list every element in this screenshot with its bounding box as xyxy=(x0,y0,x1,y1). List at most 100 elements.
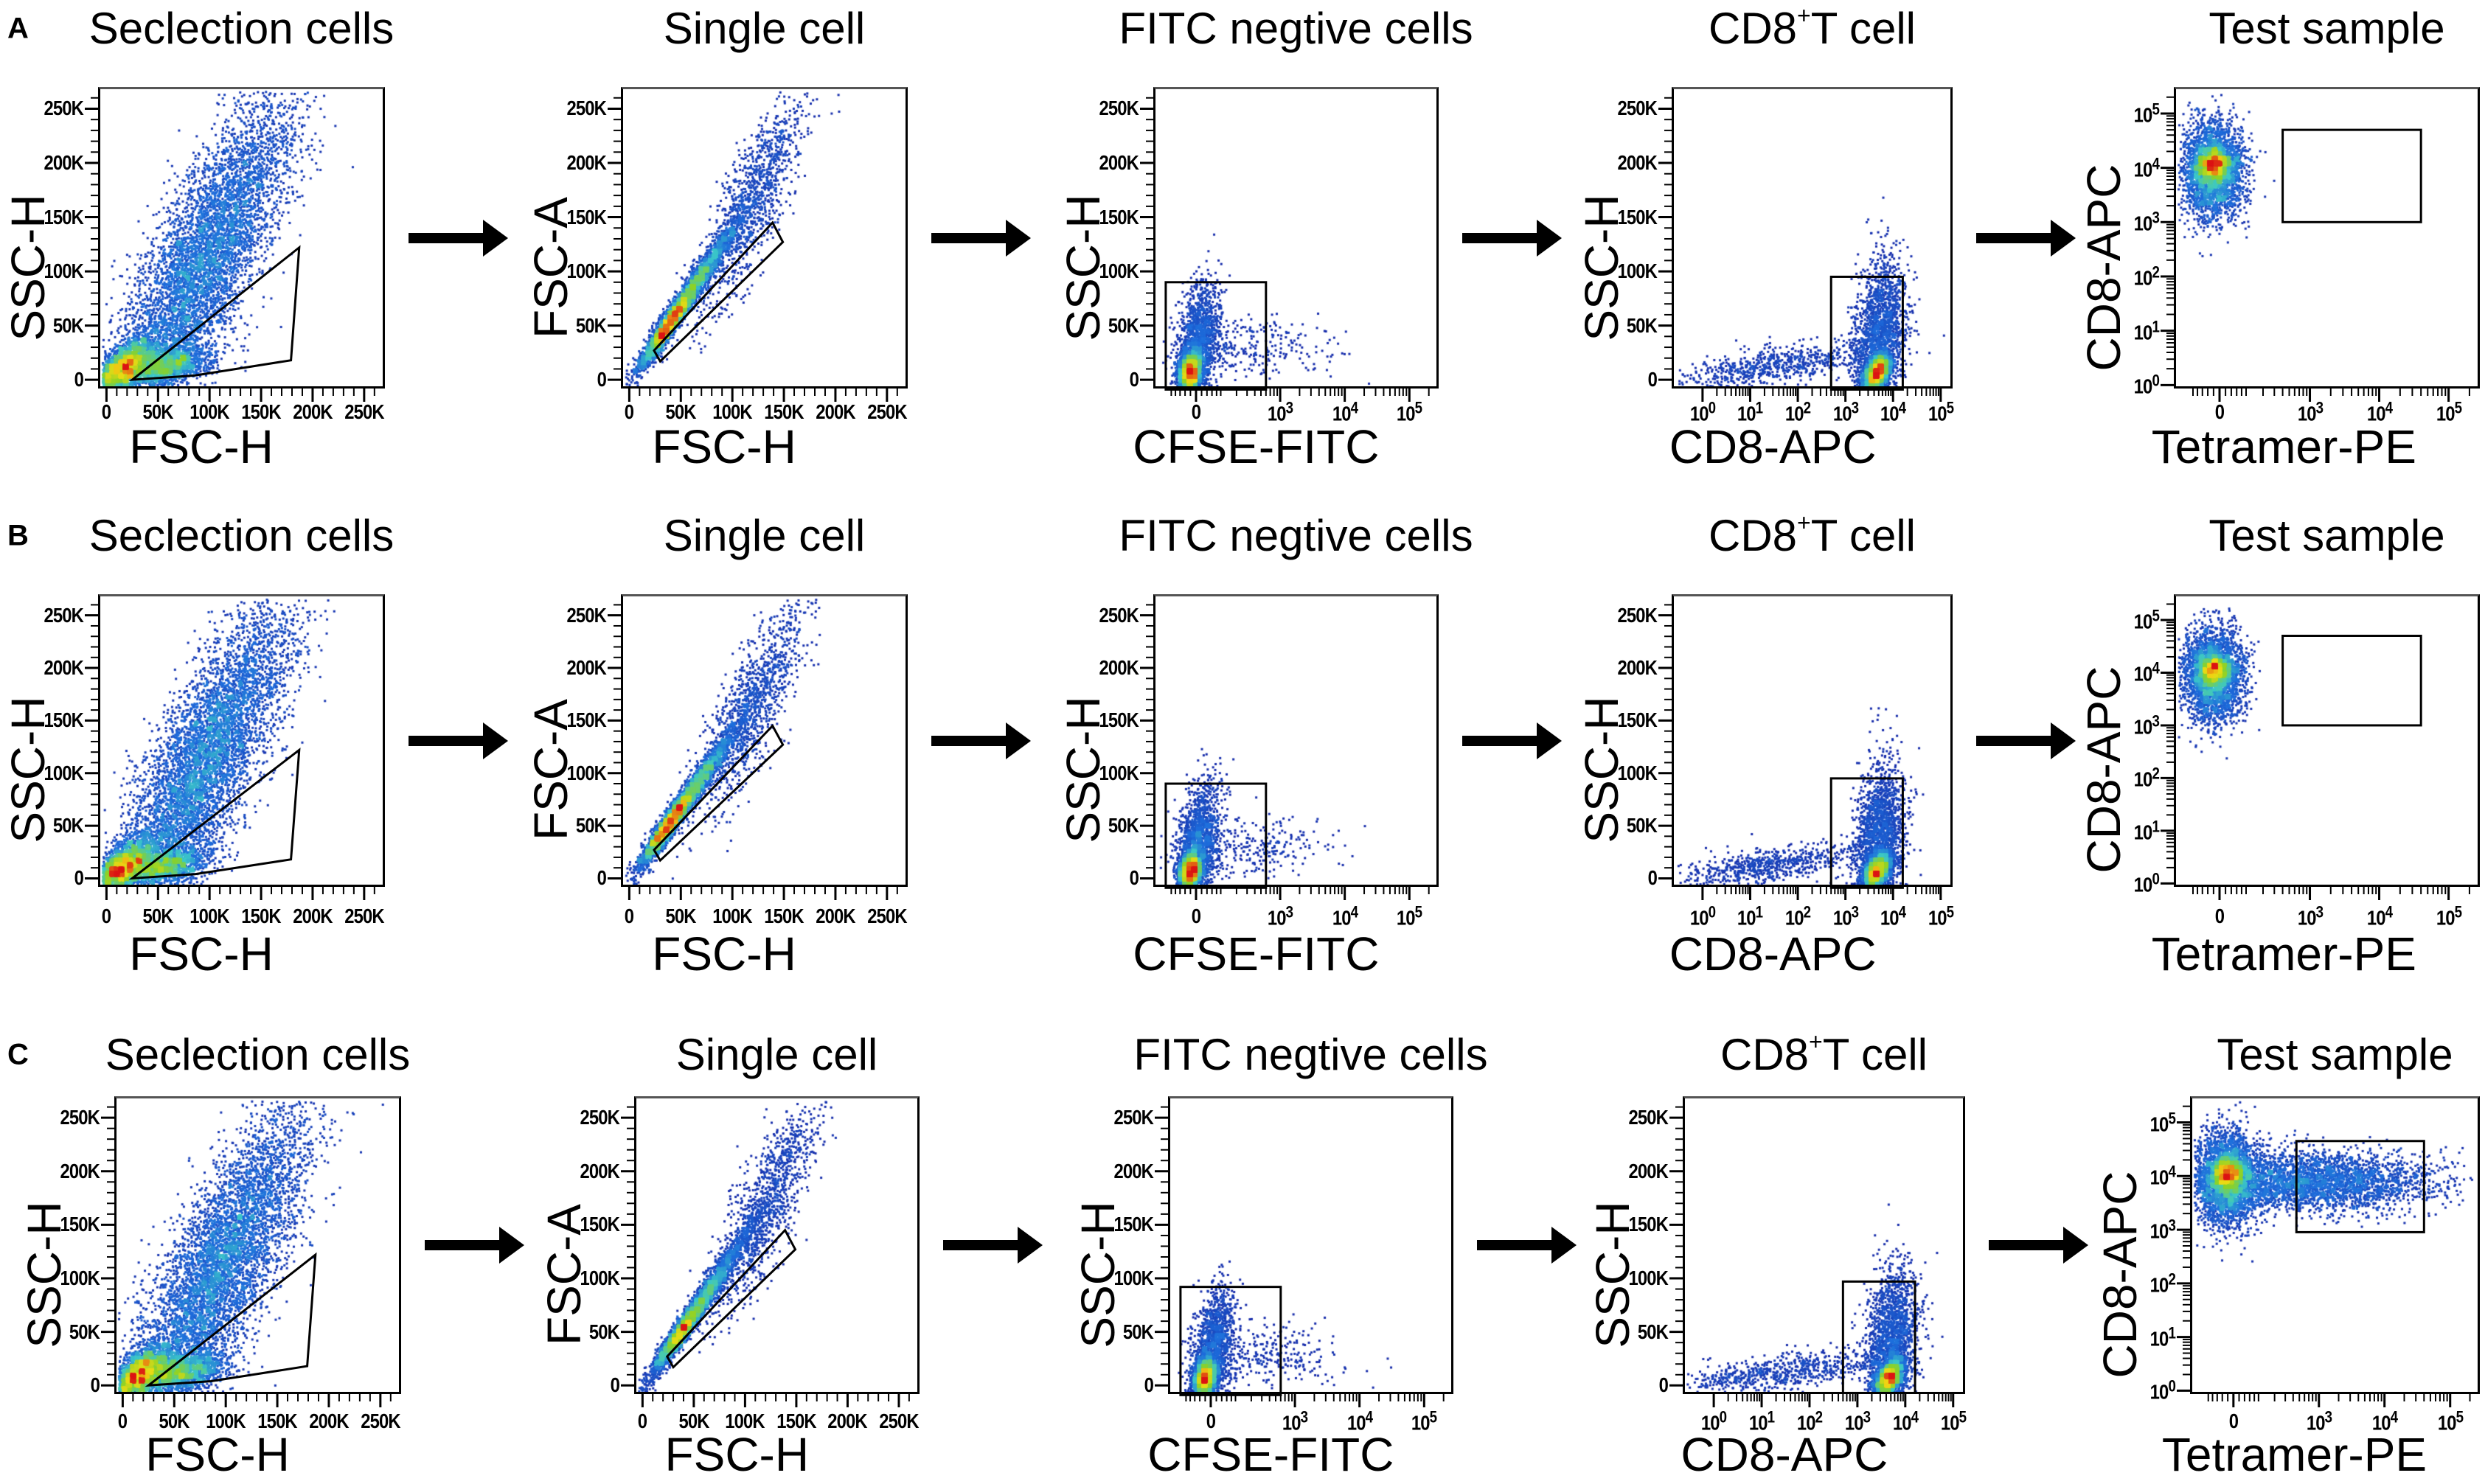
x-tick-label: 0 xyxy=(625,402,634,422)
y-tick-label: 50K xyxy=(53,315,84,336)
tick-label-exponent: 2 xyxy=(2168,1269,2175,1289)
tick-label-base: 200K xyxy=(309,1410,349,1432)
tick-label-base: 10 xyxy=(2133,768,2153,792)
x-axis-label: Tetramer-PE xyxy=(2161,1428,2427,1481)
tick-label-base: 50K xyxy=(1626,313,1658,337)
tick-label-base: 150K xyxy=(764,400,804,423)
x-tick-label: 150K xyxy=(241,906,281,927)
tick-label-base: 150K xyxy=(241,400,281,423)
tick-label-base: 50K xyxy=(665,400,697,423)
x-tick-label: 104 xyxy=(1332,904,1358,928)
x-axis-label: CD8-APC xyxy=(1681,1428,1888,1481)
tick-label-exponent: 5 xyxy=(1414,902,1422,922)
plot-title: Test sample xyxy=(2217,1033,2453,1077)
x-axis-label: CD8-APC xyxy=(1669,420,1877,473)
plot-area xyxy=(621,594,908,887)
plot-area xyxy=(114,1096,401,1394)
tick-label-base: 150K xyxy=(580,1213,620,1236)
y-tick-label: 100K xyxy=(580,1268,620,1289)
y-tick-label: 100 xyxy=(2150,1378,2176,1403)
x-tick-label: 101 xyxy=(1737,400,1763,424)
x-tick-label: 50K xyxy=(143,906,174,927)
plot-area xyxy=(1168,1096,1453,1394)
tick-label-base: 200K xyxy=(1628,1159,1669,1182)
y-tick-label: 100K xyxy=(1629,1268,1669,1289)
tick-label-exponent: 3 xyxy=(1851,902,1858,922)
tick-label-base: 250K xyxy=(344,905,384,927)
x-tick-label: 0 xyxy=(2229,1411,2239,1432)
tick-label-base: 0 xyxy=(2214,905,2225,927)
plot-title: CD8+T cell xyxy=(1709,511,1916,558)
gate xyxy=(1841,1280,1916,1394)
x-tick-label: 0 xyxy=(2214,905,2225,927)
y-tick-label: 150K xyxy=(1114,1214,1154,1235)
tick-label-base: 0 xyxy=(610,1373,620,1397)
x-tick-label: 100K xyxy=(190,906,229,927)
tick-label-exponent: 4 xyxy=(2168,1162,2175,1181)
y-tick-label: 250K xyxy=(1099,98,1139,119)
tick-label-base: 250K xyxy=(1617,603,1658,627)
tick-label-base: 100K xyxy=(60,1267,100,1290)
tick-label-exponent: 3 xyxy=(1300,1407,1308,1426)
x-tick-label: 200K xyxy=(816,402,855,422)
x-tick-label: 103 xyxy=(2297,902,2323,928)
tick-label-base: 10 xyxy=(1796,1411,1816,1435)
tick-label-base: 0 xyxy=(1191,905,1201,927)
y-tick-label: 0 xyxy=(1648,369,1658,390)
y-tick-label: 150K xyxy=(1099,710,1139,731)
gate xyxy=(2295,1140,2425,1233)
tick-label-base: 10 xyxy=(2133,821,2153,844)
tick-label-base: 10 xyxy=(1784,906,1804,930)
tick-label-base: 150K xyxy=(1628,1213,1669,1236)
x-axis-label: CFSE-FITC xyxy=(1133,927,1380,980)
arrow-icon xyxy=(1976,722,2076,759)
tick-label-exponent: 3 xyxy=(2315,902,2323,922)
plot-title: CD8+T cell xyxy=(1720,1030,1928,1077)
y-tick-label: 100 xyxy=(2134,372,2160,397)
x-tick-label: 100K xyxy=(712,402,752,422)
arrow-icon xyxy=(931,722,1031,759)
plot-title: Test sample xyxy=(2208,7,2444,51)
y-tick-label: 101 xyxy=(2134,318,2160,343)
tick-label-base: 0 xyxy=(1129,866,1139,890)
tick-label-base: 100K xyxy=(566,761,607,784)
plot-area xyxy=(634,1096,920,1394)
tick-label-base: 50K xyxy=(142,400,174,423)
x-tick-label: 103 xyxy=(1282,1407,1308,1433)
tick-label-base: 200K xyxy=(44,151,84,174)
y-tick-label: 101 xyxy=(2133,818,2160,844)
tick-label-base: 10 xyxy=(2149,1112,2169,1136)
tick-label-exponent: 5 xyxy=(2152,606,2159,625)
plot-title: Test sample xyxy=(2208,514,2444,558)
arrow-icon xyxy=(425,1227,524,1264)
y-tick-label: 200K xyxy=(1099,658,1139,678)
x-tick-label: 200K xyxy=(828,1411,868,1432)
plot-area xyxy=(2174,594,2480,887)
y-tick-label: 100K xyxy=(567,261,607,282)
density-dots xyxy=(1674,596,1950,885)
density-dots xyxy=(1674,89,1950,386)
y-tick-label: 250K xyxy=(60,1107,100,1128)
tick-label-base: 0 xyxy=(1129,368,1139,391)
tick-label-base: 0 xyxy=(1191,400,1201,423)
tick-label-base: 250K xyxy=(1113,1106,1154,1129)
tick-label-base: 10 xyxy=(2149,1219,2169,1243)
gate xyxy=(1829,275,1904,391)
tick-label-exponent: 3 xyxy=(2152,208,2159,227)
tick-label-exponent: 0 xyxy=(2152,869,2159,888)
x-tick-label: 150K xyxy=(241,400,281,423)
density-dots xyxy=(1155,596,1436,885)
arrow-icon xyxy=(1462,219,1562,257)
x-tick-label: 103 xyxy=(1268,904,1293,928)
y-tick-label: 200K xyxy=(1099,153,1139,173)
y-tick-label: 100K xyxy=(60,1268,100,1289)
tick-label-base: 150K xyxy=(1099,708,1139,732)
x-tick-label: 50K xyxy=(159,1411,190,1432)
tick-label-exponent: 4 xyxy=(1350,398,1358,417)
tick-label-base: 0 xyxy=(102,905,111,927)
tick-label-base: 10 xyxy=(1832,906,1852,930)
tick-label-exponent: 3 xyxy=(1851,398,1858,417)
y-tick-label: 200K xyxy=(60,1160,100,1182)
density-dots xyxy=(2192,1098,2478,1392)
